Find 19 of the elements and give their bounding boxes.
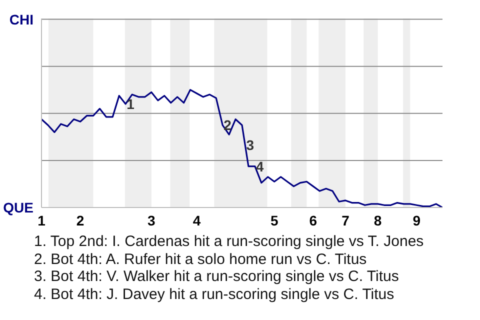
annotation: 1	[126, 96, 135, 112]
annotation: 2	[224, 117, 232, 134]
text: 3. Bot 4th: V. Walker hit a run-scoring single vs C. Titus	[34, 268, 399, 285]
x-tick-label: 1	[38, 212, 46, 228]
annotation: 3	[246, 137, 254, 154]
text: QUE	[3, 200, 34, 216]
annotation: 4	[256, 158, 264, 174]
x-tick-label: 6	[309, 212, 318, 228]
x-tick-label: 2	[76, 212, 84, 228]
x-tick-label: 3	[148, 212, 156, 228]
x-tick-label: 9	[412, 212, 421, 228]
text: 4. Bot 4th: J. Davey hit a run-scoring single vs C. Titus	[34, 286, 394, 302]
text: 1. Top 2nd: I. Cardenas hit a run-scoring single vs T. Jones	[34, 233, 424, 250]
x-tick-label: 8	[374, 212, 382, 228]
x-tick-label: 7	[342, 212, 350, 228]
text: CHI	[9, 11, 34, 28]
x-tick-label: 4	[192, 212, 201, 228]
x-tick-label: 5	[270, 212, 278, 228]
text: 2. Bot 4th: A. Rufer hit a solo home run vs C. Titus	[34, 250, 367, 268]
